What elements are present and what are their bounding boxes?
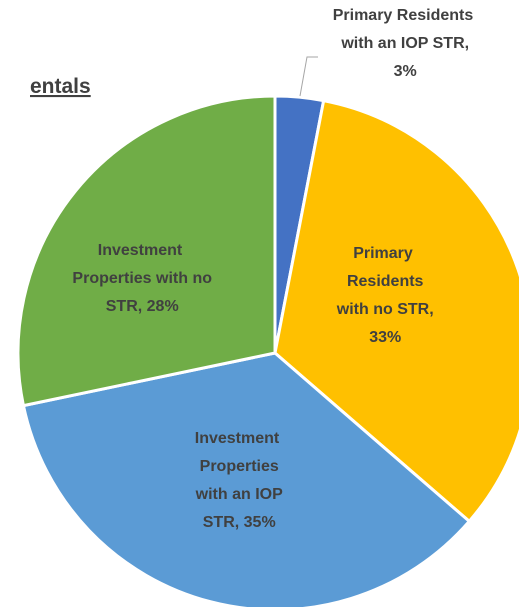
data-label: Investment Properties with no STR, 28% [68, 242, 212, 315]
slice [21, 351, 472, 607]
data-label: Primary Residents with an IOP STR, 3% [333, 7, 474, 80]
leader-line [299, 56, 318, 97]
chart-title: entals [30, 75, 91, 98]
slice [16, 94, 277, 408]
slice [273, 98, 519, 524]
data-label: Primary Residents with no STR, 33% [332, 245, 433, 346]
slices [16, 94, 519, 607]
data-label: Investment Properties with an IOP STR, 3… [191, 430, 283, 531]
